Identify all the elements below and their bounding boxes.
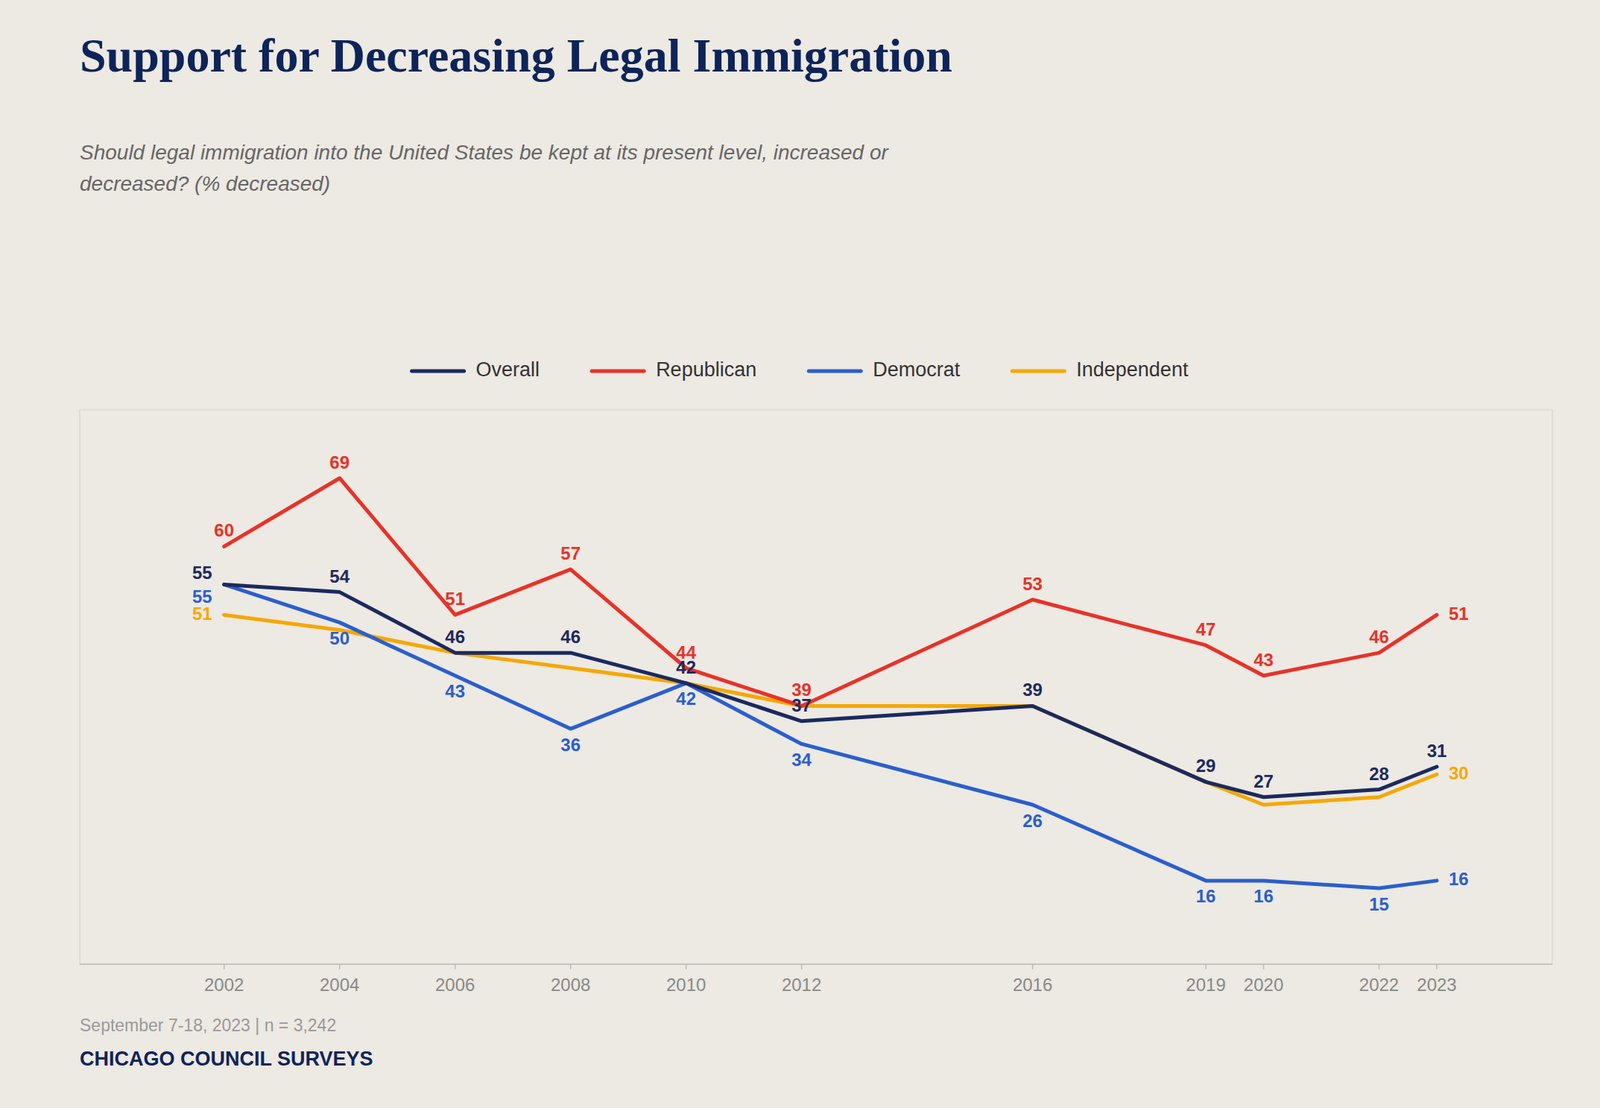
data-label: 69 (329, 452, 350, 473)
data-label: 46 (444, 626, 466, 647)
series-line (224, 584, 1437, 889)
x-tick (1378, 964, 1381, 970)
legend: Overall Republican Democrat Independent (412, 358, 1189, 381)
x-tick (339, 964, 341, 970)
x-tick (801, 964, 803, 970)
x-tick-label: 2004 (319, 974, 360, 995)
data-label: 53 (1022, 573, 1043, 594)
x-tick (685, 964, 688, 970)
data-label: 47 (1196, 619, 1217, 640)
annotation: September 7-18, 2023 | n = 3,242 (79, 1015, 337, 1036)
data-label: 50 (329, 628, 350, 649)
x-tick (1436, 964, 1438, 970)
x-tick-label: 2022 (1359, 974, 1399, 995)
legend-swatch (412, 369, 465, 374)
legend-label: Independent (1076, 358, 1189, 381)
x-tick-label: 2023 (1416, 974, 1457, 995)
legend-label: Democrat (872, 358, 961, 381)
data-label: 60 (213, 520, 235, 541)
x-tick-label: 2010 (666, 974, 706, 995)
x-tick (454, 964, 457, 970)
data-label: 27 (1253, 771, 1274, 792)
data-label: 26 (1022, 810, 1043, 831)
data-label: 28 (1368, 763, 1390, 784)
data-label: 51 (444, 588, 466, 609)
data-label: 36 (560, 734, 581, 755)
data-label: 46 (1368, 626, 1390, 647)
x-tick (1032, 964, 1034, 970)
x-tick-label: 2020 (1243, 974, 1284, 995)
data-label: 51 (192, 603, 213, 624)
series-line (224, 614, 1437, 805)
x-tick-label: 2008 (550, 974, 591, 995)
data-label: 16 (1448, 868, 1469, 890)
data-label: 29 (1196, 755, 1217, 776)
data-label: 30 (1448, 763, 1469, 784)
chart: Support for Decreasing Legal Immigration… (0, 0, 1600, 1108)
data-label: 44 (675, 642, 697, 663)
data-labels: 5554464642373929272831606951574439534743… (192, 452, 1469, 915)
legend-swatch (1012, 369, 1065, 374)
x-tick-label: 2002 (204, 974, 244, 995)
legend-swatch (808, 369, 861, 374)
x-tick (1263, 964, 1265, 970)
subtitle: Should legal immigration into the United… (79, 140, 890, 196)
data-label: 43 (444, 681, 466, 702)
background (0, 0, 1600, 1108)
data-label: 46 (560, 626, 581, 647)
data-label: 34 (791, 749, 812, 770)
plot-frame (79, 409, 1553, 965)
data-label: 15 (1368, 894, 1390, 915)
x-tick-label: 2012 (781, 974, 822, 995)
data-label: 57 (560, 543, 581, 564)
data-label: 39 (1022, 679, 1043, 700)
series-line (224, 584, 1437, 797)
data-label: 42 (675, 688, 697, 709)
data-label: 16 (1196, 886, 1217, 907)
data-label: 16 (1253, 886, 1274, 907)
legend-swatch (591, 369, 644, 374)
x-tick (223, 964, 226, 970)
data-label: 54 (329, 566, 350, 587)
data-label: 43 (1253, 649, 1274, 670)
data-label: 51 (1448, 603, 1469, 624)
x-tick (1205, 964, 1207, 970)
series-line (224, 478, 1437, 707)
data-label: 31 (1427, 740, 1448, 761)
x-tick (570, 964, 572, 970)
data-label: 55 (192, 562, 213, 583)
title: Support for Decreasing Legal Immigration (79, 29, 953, 82)
legend-label: Republican (655, 358, 757, 381)
x-tick-label: 2016 (1012, 974, 1053, 995)
data-label: 39 (791, 679, 812, 700)
legend-label: Overall (476, 358, 541, 381)
x-tick-label: 2019 (1185, 974, 1226, 995)
x-tick-label: 2006 (435, 974, 475, 995)
annotation: CHICAGO COUNCIL SURVEYS (79, 1047, 374, 1071)
plot-area (224, 478, 1437, 889)
x-axis (79, 963, 1553, 966)
